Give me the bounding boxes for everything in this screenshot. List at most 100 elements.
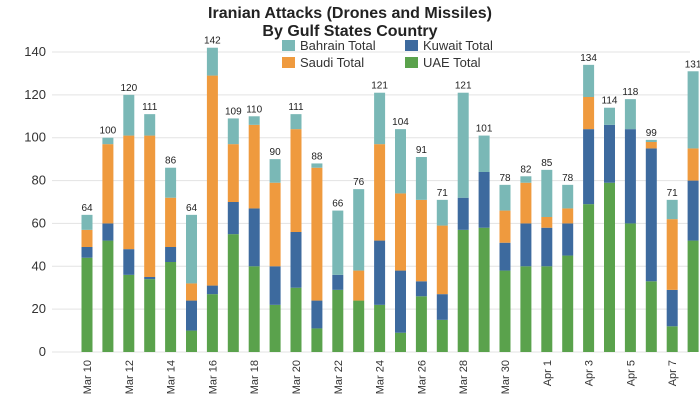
y-tick-label: 140	[24, 44, 46, 59]
bar-uae-total-mar-28	[457, 229, 469, 352]
bar-kuwait-total-apr-4	[604, 124, 615, 183]
bar-bahrain-total-mar-12	[123, 94, 135, 136]
bar-kuwait-total-mar-11	[102, 223, 114, 241]
bar-saudi-total-apr-1	[541, 217, 553, 228]
x-tick-label: Apr 3	[584, 360, 596, 386]
bar-kuwait-total-apr-8	[687, 180, 699, 241]
bar-saudi-total-mar-17	[227, 144, 239, 202]
bar-kuwait-total-mar-31	[520, 223, 532, 267]
bar-bahrain-total-mar-19	[269, 159, 281, 183]
bar-bahrain-total-mar-24	[374, 92, 386, 145]
total-label-apr-4: 114	[602, 96, 618, 107]
total-label-apr-2: 78	[562, 173, 574, 184]
bar-saudi-total-apr-3	[583, 97, 595, 130]
bar-saudi-total-mar-14	[165, 197, 177, 247]
y-axis: 0 20 40 60 80 100 120 140	[24, 44, 46, 359]
bar-uae-total-mar-10	[81, 257, 93, 352]
bar-kuwait-total-mar-14	[165, 247, 177, 262]
total-labels: 64 100 120 111 86 64 142 109 110 90 111 88 66 76 121 10…	[81, 36, 700, 214]
total-label-apr-6: 99	[646, 128, 658, 139]
legend-swatch-bahrain-total	[282, 40, 295, 51]
total-label-mar-19: 90	[270, 147, 282, 158]
total-label-mar-18: 110	[246, 104, 262, 115]
bar-saudi-total-apr-6	[645, 142, 657, 149]
x-tick-label: Mar 22	[333, 360, 345, 394]
bar-saudi-total-mar-18	[248, 124, 260, 209]
bar-uae-total-apr-6	[645, 281, 657, 352]
legend-swatch-saudi-total	[282, 57, 295, 68]
bar-uae-total-apr-1	[541, 266, 553, 352]
bar-saudi-total-mar-12	[123, 135, 135, 250]
total-label-mar-31: 82	[520, 164, 532, 175]
bar-uae-total-mar-22	[332, 289, 344, 352]
bar-uae-total-mar-25	[395, 332, 406, 352]
bar-kuwait-total-mar-27	[436, 294, 448, 320]
bar-bahrain-total-mar-29	[478, 135, 490, 172]
bar-bahrain-total-mar-10	[81, 214, 93, 230]
bar-uae-total-mar-19	[269, 304, 281, 352]
legend-swatch-uae-total	[405, 57, 418, 68]
bar-bahrain-total-mar-15	[186, 214, 197, 284]
total-label-mar-17: 109	[225, 106, 242, 117]
bar-uae-total-mar-27	[436, 319, 448, 352]
bar-kuwait-total-mar-10	[81, 247, 93, 258]
bar-kuwait-total-mar-13	[144, 277, 156, 280]
bar-saudi-total-mar-16	[206, 75, 218, 286]
total-label-apr-1: 85	[541, 158, 553, 169]
chart-title: Iranian Attacks (Drones and Missiles)	[208, 5, 492, 22]
bar-bahrain-total-apr-3	[583, 64, 595, 97]
bar-kuwait-total-apr-5	[624, 129, 636, 224]
x-tick-label: Mar 26	[416, 360, 428, 394]
bar-uae-total-mar-29	[478, 227, 490, 352]
x-tick-label: Mar 16	[207, 360, 219, 394]
bar-bahrain-total-mar-11	[102, 137, 114, 145]
bar-saudi-total-mar-24	[374, 144, 386, 241]
bar-saudi-total-mar-11	[102, 144, 114, 224]
bar-kuwait-total-apr-1	[541, 227, 553, 267]
x-tick-label: Apr 5	[625, 360, 637, 386]
x-axis: Mar 10 Mar 12 Mar 14 Mar 16 Mar 18 Mar 20 Mar …	[82, 360, 679, 394]
y-tick-label: 60	[32, 215, 46, 230]
y-tick-label: 0	[39, 344, 46, 359]
legend-label-bahrain-total: Bahrain Total	[300, 38, 376, 53]
bar-uae-total-apr-2	[562, 255, 574, 352]
bar-bahrain-total-mar-17	[227, 118, 239, 145]
bar-bahrain-total-apr-6	[645, 139, 657, 142]
bar-uae-total-mar-24	[374, 304, 386, 352]
legend-label-saudi-total: Saudi Total	[300, 55, 364, 70]
bar-uae-total-apr-4	[604, 182, 615, 352]
bar-bahrain-total-mar-21	[311, 163, 323, 168]
bar-kuwait-total-apr-7	[666, 289, 678, 327]
bar-kuwait-total-mar-24	[374, 240, 386, 305]
bar-uae-total-mar-31	[520, 266, 532, 352]
x-tick-label: Apr 7	[667, 360, 679, 386]
bar-saudi-total-apr-8	[687, 148, 699, 181]
bar-saudi-total-mar-20	[290, 129, 302, 232]
y-tick-label: 100	[24, 130, 46, 145]
y-tick-label: 20	[32, 301, 46, 316]
bar-saudi-total-mar-19	[269, 182, 281, 267]
bar-kuwait-total-mar-28	[457, 197, 469, 230]
bar-uae-total-apr-8	[687, 240, 699, 352]
bar-bahrain-total-mar-22	[332, 210, 344, 275]
total-label-mar-15: 64	[186, 203, 198, 214]
legend-label-kuwait-total: Kuwait Total	[423, 38, 493, 53]
bar-kuwait-total-mar-21	[311, 300, 323, 329]
bar-uae-total-mar-12	[123, 274, 135, 352]
bar-uae-total-mar-11	[102, 240, 114, 352]
bar-uae-total-mar-21	[311, 328, 323, 352]
x-tick-label: Mar 30	[500, 360, 512, 394]
total-label-mar-30: 78	[499, 173, 511, 184]
legend-swatch-kuwait-total	[405, 40, 418, 51]
bar-saudi-total-mar-23	[353, 270, 365, 301]
bar-saudi-total-mar-30	[499, 210, 511, 243]
bar-saudi-total-mar-10	[81, 229, 93, 247]
bar-bahrain-total-mar-20	[290, 114, 302, 130]
bar-saudi-total-mar-31	[520, 182, 532, 224]
bar-bahrain-total-mar-13	[144, 114, 156, 136]
bar-kuwait-total-mar-30	[499, 242, 511, 271]
bar-uae-total-mar-18	[248, 266, 260, 352]
bar-uae-total-mar-23	[353, 300, 365, 352]
bar-kuwait-total-mar-29	[478, 172, 490, 228]
bar-bahrain-total-apr-4	[604, 107, 615, 125]
